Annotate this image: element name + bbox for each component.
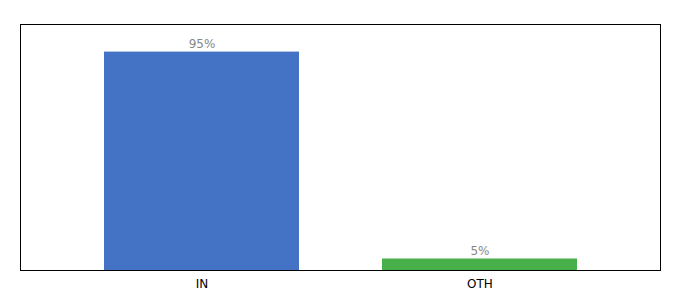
svg-text:IN: IN — [196, 277, 209, 291]
svg-text:95%: 95% — [189, 37, 216, 51]
svg-text:OTH: OTH — [467, 277, 493, 291]
svg-text:5%: 5% — [470, 244, 489, 258]
